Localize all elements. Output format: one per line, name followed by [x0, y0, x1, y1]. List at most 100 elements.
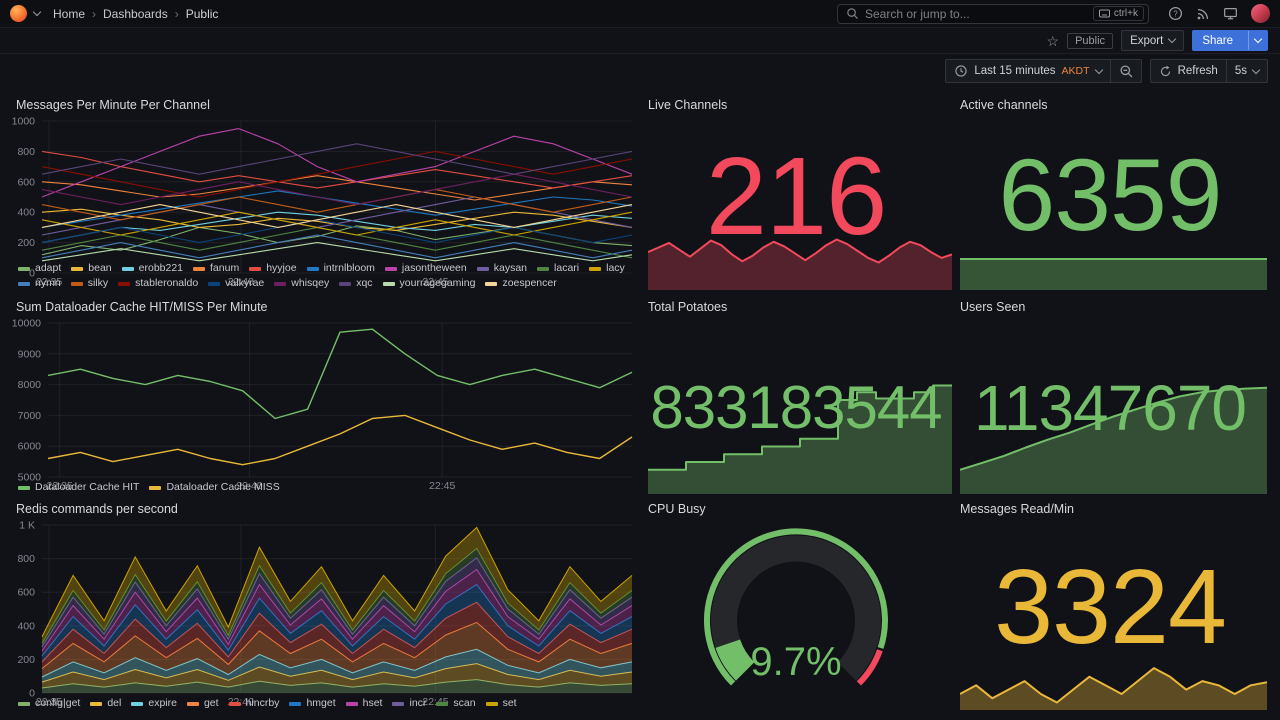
legend-label: del	[107, 697, 122, 709]
legend-swatch	[537, 266, 550, 271]
legend-item[interactable]: silky	[70, 277, 109, 290]
legend-item[interactable]: kaysan	[476, 262, 527, 275]
panel-title[interactable]: Active channels	[960, 98, 1048, 112]
rss-icon[interactable]	[1196, 7, 1210, 21]
time-range-label: Last 15 minutes	[974, 65, 1056, 77]
svg-text:800: 800	[17, 553, 35, 565]
search-input[interactable]	[865, 6, 1087, 21]
legend-item[interactable]: intrnlbloom	[306, 262, 375, 275]
legend-item[interactable]: scan	[436, 697, 476, 710]
legend: Dataloader Cache HIT Dataloader Cache MIS…	[8, 479, 638, 496]
legend-item[interactable]: erobb221	[121, 262, 184, 275]
breadcrumb-home[interactable]: Home	[53, 6, 86, 21]
legend-item[interactable]: adapt	[18, 262, 61, 275]
refresh-interval-dropdown[interactable]: 5s	[1226, 59, 1268, 83]
legend-label: set	[502, 697, 517, 709]
panel-dataloader-cache: Sum Dataloader Cache HIT/MISS Per Minute…	[8, 298, 638, 496]
share-menu-toggle[interactable]	[1248, 31, 1267, 50]
legend-item[interactable]: config|get	[18, 697, 80, 710]
svg-text:1 K: 1 K	[19, 521, 35, 532]
timeseries-chart[interactable]: 5000 6000 7000 8000 9000 10000 22:35 22:40 22:45	[8, 318, 638, 492]
legend-swatch	[18, 485, 30, 490]
legend-label: incr	[409, 697, 427, 709]
time-range-picker[interactable]: Last 15 minutes AKDT	[945, 59, 1111, 83]
refresh-interval-label: 5s	[1234, 65, 1247, 77]
legend-swatch	[485, 281, 498, 286]
help-icon[interactable]: ?	[1168, 6, 1183, 21]
legend-label: silky	[87, 277, 109, 289]
legend-item[interactable]: xqc	[339, 277, 373, 290]
legend-item[interactable]: jasontheween	[384, 262, 467, 275]
legend-item[interactable]: yourragegaming	[382, 277, 476, 290]
panel-title[interactable]: Live Channels	[648, 98, 728, 112]
legend-label: lacy	[606, 262, 625, 274]
legend-item[interactable]: incr	[392, 697, 426, 710]
gauge-chart[interactable]	[640, 521, 952, 712]
legend-item[interactable]: fanum	[193, 262, 239, 275]
panel-title[interactable]: Messages Read/Min	[960, 502, 1074, 516]
svg-text:200: 200	[17, 237, 35, 249]
search-box[interactable]: ctrl+k	[837, 3, 1149, 24]
legend-item[interactable]: Dataloader Cache MISS	[149, 481, 280, 494]
legend-label: zoespencer	[502, 277, 557, 289]
legend-item[interactable]: valkyrae	[208, 277, 264, 290]
legend-swatch	[90, 701, 103, 706]
legend-label: Dataloader Cache HIT	[35, 481, 140, 493]
legend-item[interactable]: Dataloader Cache HIT	[18, 481, 139, 494]
legend-item[interactable]: hset	[345, 697, 382, 710]
legend-item[interactable]: del	[90, 697, 121, 710]
sparkline[interactable]	[648, 381, 952, 494]
legend-label: adapt	[35, 262, 62, 274]
svg-text:22:35: 22:35	[36, 276, 62, 288]
share-button[interactable]: Share	[1192, 30, 1268, 51]
legend-item[interactable]: whisqey	[274, 277, 329, 290]
legend-item[interactable]: stableronaldo	[118, 277, 198, 290]
svg-text:22:45: 22:45	[422, 276, 448, 288]
legend-item[interactable]: zoespencer	[485, 277, 557, 290]
panel-title[interactable]: Users Seen	[960, 300, 1026, 314]
grafana-logo[interactable]	[10, 5, 27, 22]
svg-text:?: ?	[1173, 9, 1178, 18]
legend-item[interactable]: hmget	[289, 697, 336, 710]
panel-title[interactable]: Messages Per Minute Per Channel	[16, 98, 210, 112]
panel-title[interactable]: Redis commands per second	[16, 502, 178, 516]
legend-item[interactable]: hyyjoe	[249, 262, 297, 275]
legend-item[interactable]: lacy	[589, 262, 625, 275]
svg-text:400: 400	[17, 620, 35, 632]
monitor-icon[interactable]	[1223, 6, 1238, 21]
refresh-label: Refresh	[1177, 65, 1218, 77]
svg-text:22:35: 22:35	[47, 480, 73, 492]
sparkline[interactable]	[960, 257, 1267, 290]
legend-item[interactable]: get	[186, 697, 219, 710]
breadcrumb-dashboards[interactable]: Dashboards	[103, 6, 168, 21]
sparkline[interactable]	[959, 382, 1268, 494]
legend-swatch	[485, 701, 498, 706]
legend-label: yourragegaming	[399, 277, 476, 289]
timeseries-chart[interactable]: 0 200 400 600 800 1000 22:35 22:40 22:45	[8, 116, 638, 288]
sparkline[interactable]	[959, 664, 1268, 710]
legend-item[interactable]: expire	[131, 697, 177, 710]
magnifier-minus-icon	[1120, 65, 1133, 78]
svg-text:9000: 9000	[18, 348, 42, 360]
panel-title[interactable]: Sum Dataloader Cache HIT/MISS Per Minute	[16, 300, 268, 314]
star-icon[interactable]: ☆	[1046, 32, 1060, 49]
legend-label: erobb221	[138, 262, 184, 274]
legend-item[interactable]: set	[485, 697, 517, 710]
org-switcher-chevron-icon[interactable]	[32, 7, 42, 17]
legend-item[interactable]: hincrby	[228, 697, 279, 710]
avatar[interactable]	[1251, 4, 1270, 23]
refresh-button[interactable]: Refresh	[1149, 59, 1227, 83]
panel-title[interactable]: Total Potatoes	[648, 300, 728, 314]
svg-text:1000: 1000	[12, 117, 36, 128]
keyboard-icon	[1098, 9, 1110, 18]
legend-item[interactable]: lacari	[537, 262, 579, 275]
export-button[interactable]: Export	[1121, 30, 1185, 51]
zoom-out-button[interactable]	[1110, 59, 1142, 83]
panel-title[interactable]: CPU Busy	[648, 502, 706, 516]
legend-item[interactable]: nymn	[18, 277, 61, 290]
sparkline[interactable]	[647, 234, 953, 290]
legend-swatch	[436, 701, 449, 706]
legend-label: hyyjoe	[266, 262, 297, 274]
legend-item[interactable]: bean	[71, 262, 112, 275]
